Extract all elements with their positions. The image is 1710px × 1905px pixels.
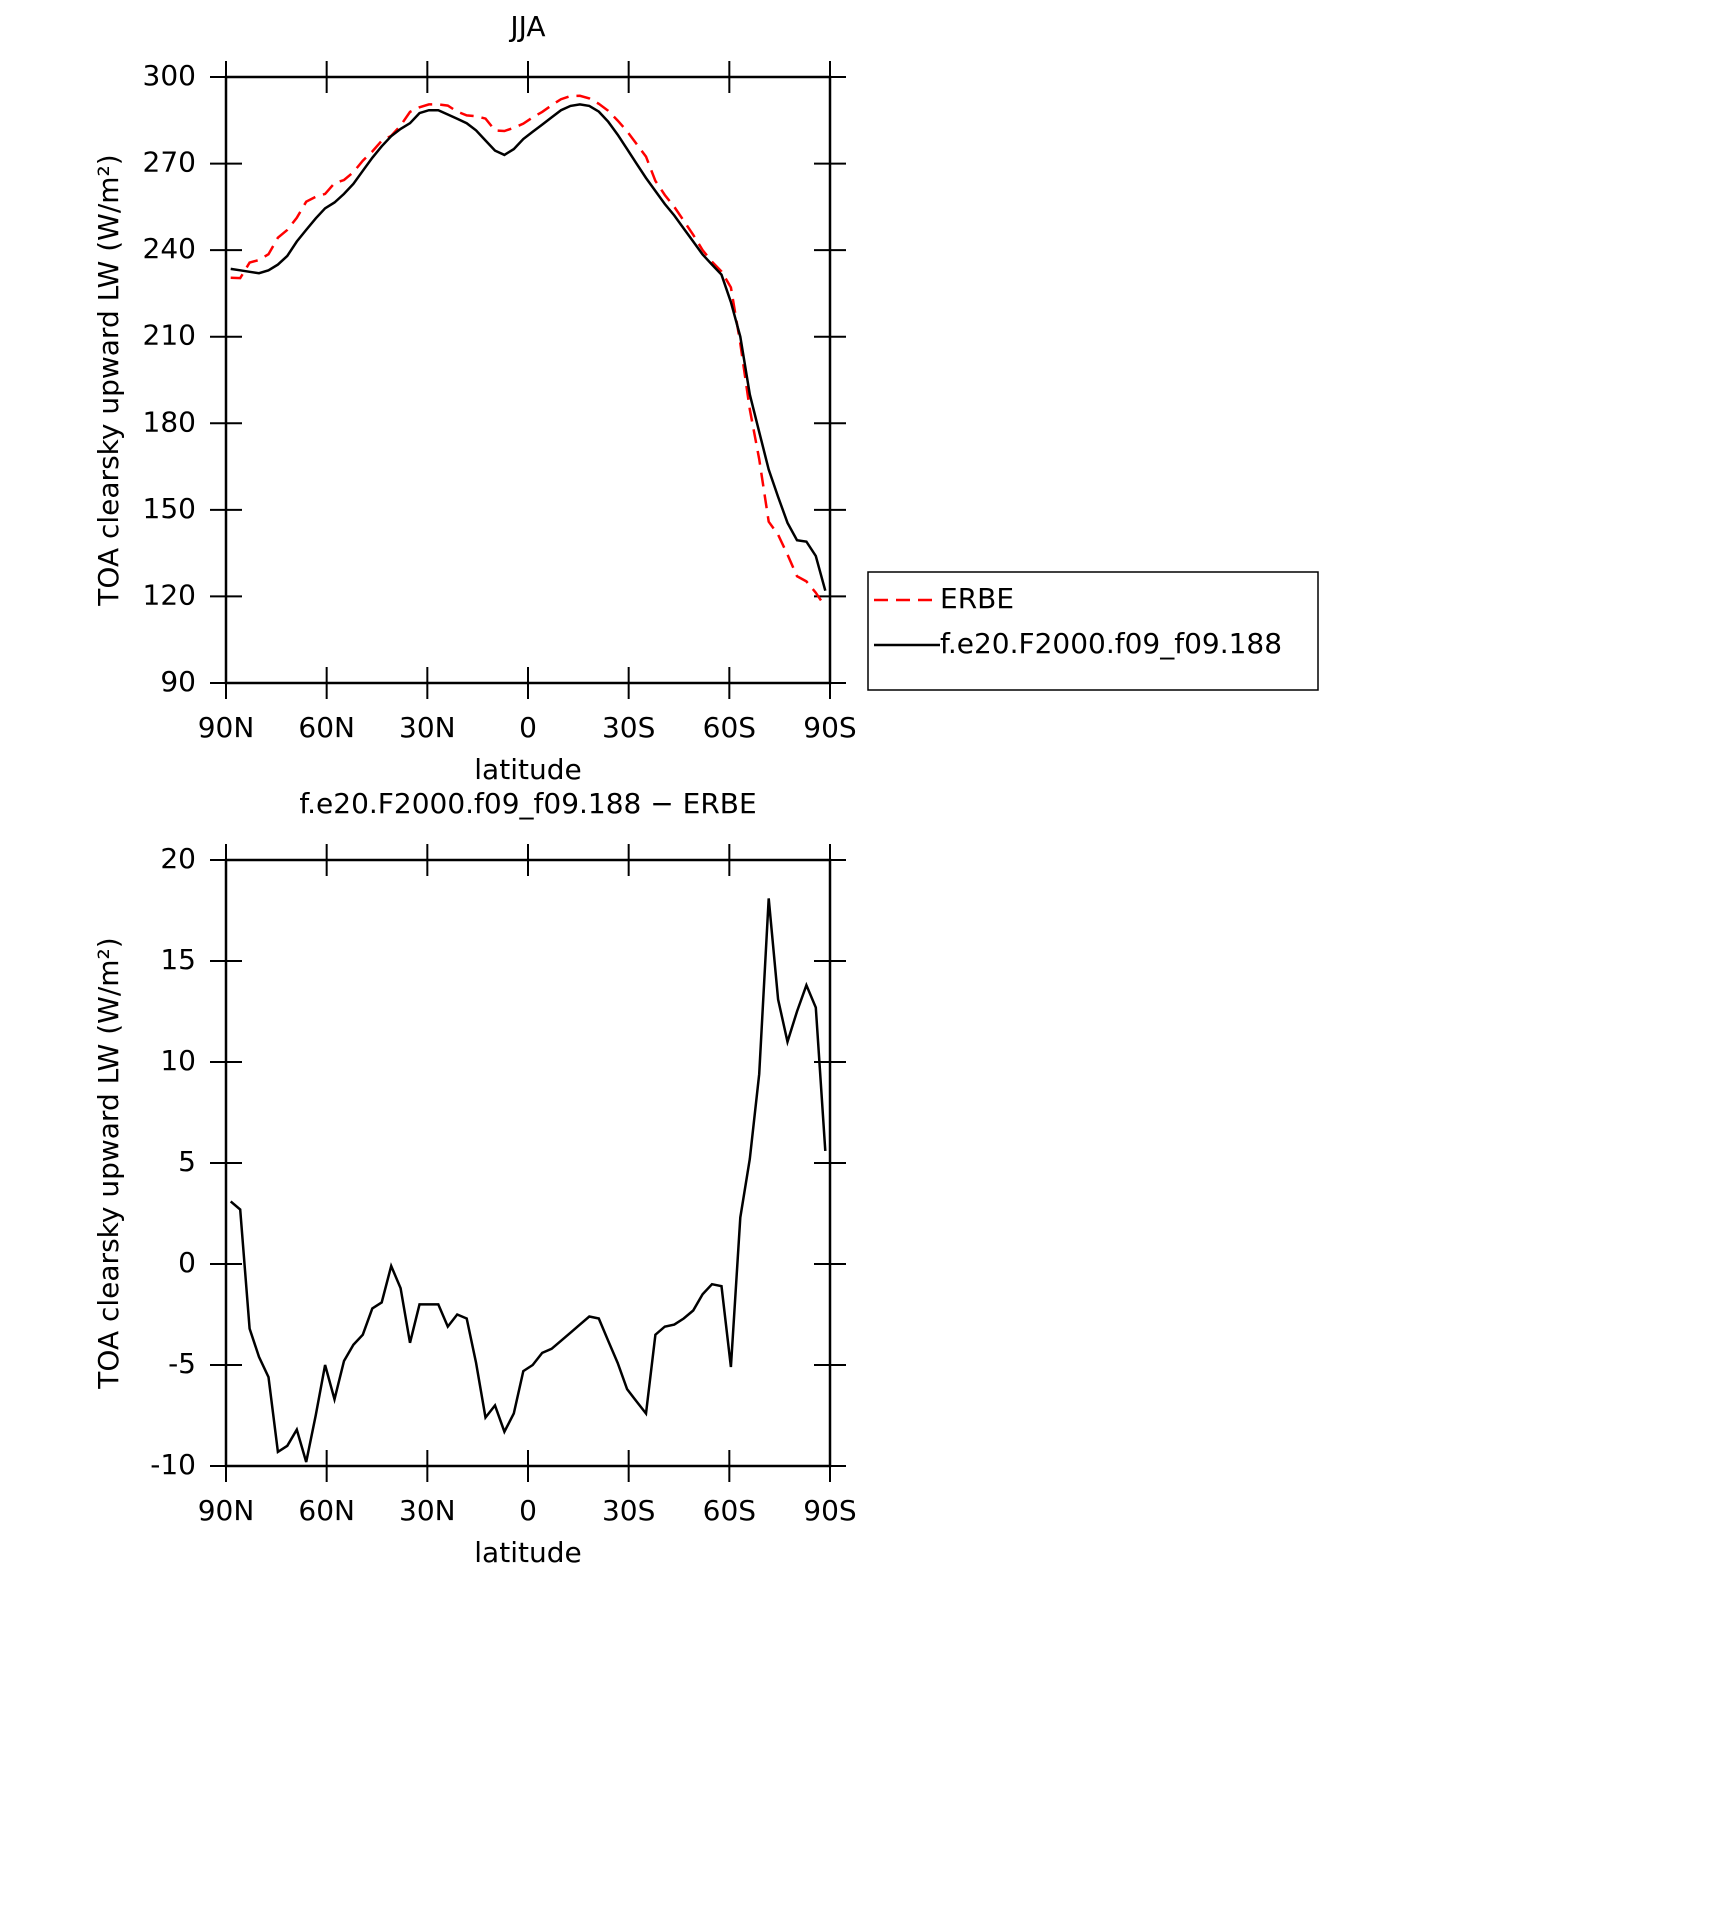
x-axis-label: latitude	[474, 1536, 581, 1569]
x-tick-label: 90N	[198, 1494, 255, 1527]
plot-frame	[224, 75, 832, 685]
x-tick-label: 60N	[298, 711, 355, 744]
x-tick-label: 90S	[803, 1494, 856, 1527]
y-tick-label: 15	[160, 943, 196, 976]
plot-frame	[224, 858, 832, 1468]
y-tick-label: 180	[143, 405, 196, 438]
x-axis-label: latitude	[474, 753, 581, 786]
y-tick-label: 300	[143, 59, 196, 92]
series-line	[230, 94, 827, 608]
x-tick-label: 60S	[703, 711, 756, 744]
y-tick-label: 0	[178, 1246, 196, 1279]
y-tick-label: 210	[143, 319, 196, 352]
y-tick-label: 5	[178, 1145, 196, 1178]
y-tick-label: 240	[143, 232, 196, 265]
x-tick-label: 30S	[602, 1494, 655, 1527]
x-tick-label: 30S	[602, 711, 655, 744]
y-tick-label: 150	[143, 492, 196, 525]
legend-label: f.e20.F2000.f09_f09.188	[940, 627, 1282, 660]
y-tick-label: -5	[168, 1347, 196, 1380]
x-tick-label: 60S	[703, 1494, 756, 1527]
y-tick-label: 270	[143, 146, 196, 179]
y-axis-label: TOA clearsky upward LW (W/m²)	[92, 937, 125, 1389]
legend-label: ERBE	[940, 582, 1014, 615]
x-tick-label: 0	[519, 711, 537, 744]
x-tick-label: 60N	[298, 1494, 355, 1527]
x-tick-label: 30N	[399, 1494, 456, 1527]
x-tick-label: 0	[519, 1494, 537, 1527]
series-line	[230, 103, 827, 592]
y-tick-label: 10	[160, 1044, 196, 1077]
x-tick-label: 30N	[399, 711, 456, 744]
x-tick-label: 90S	[803, 711, 856, 744]
chart-title: JJA	[508, 10, 545, 43]
chart-title: f.e20.F2000.f09_f09.188 − ERBE	[299, 787, 756, 820]
y-tick-label: 120	[143, 578, 196, 611]
legend-box	[867, 571, 1319, 691]
y-axis-label: TOA clearsky upward LW (W/m²)	[92, 154, 125, 606]
y-tick-label: -10	[150, 1448, 196, 1481]
x-tick-label: 90N	[198, 711, 255, 744]
series-line	[229, 898, 827, 1463]
y-tick-label: 90	[160, 665, 196, 698]
y-tick-label: 20	[160, 842, 196, 875]
